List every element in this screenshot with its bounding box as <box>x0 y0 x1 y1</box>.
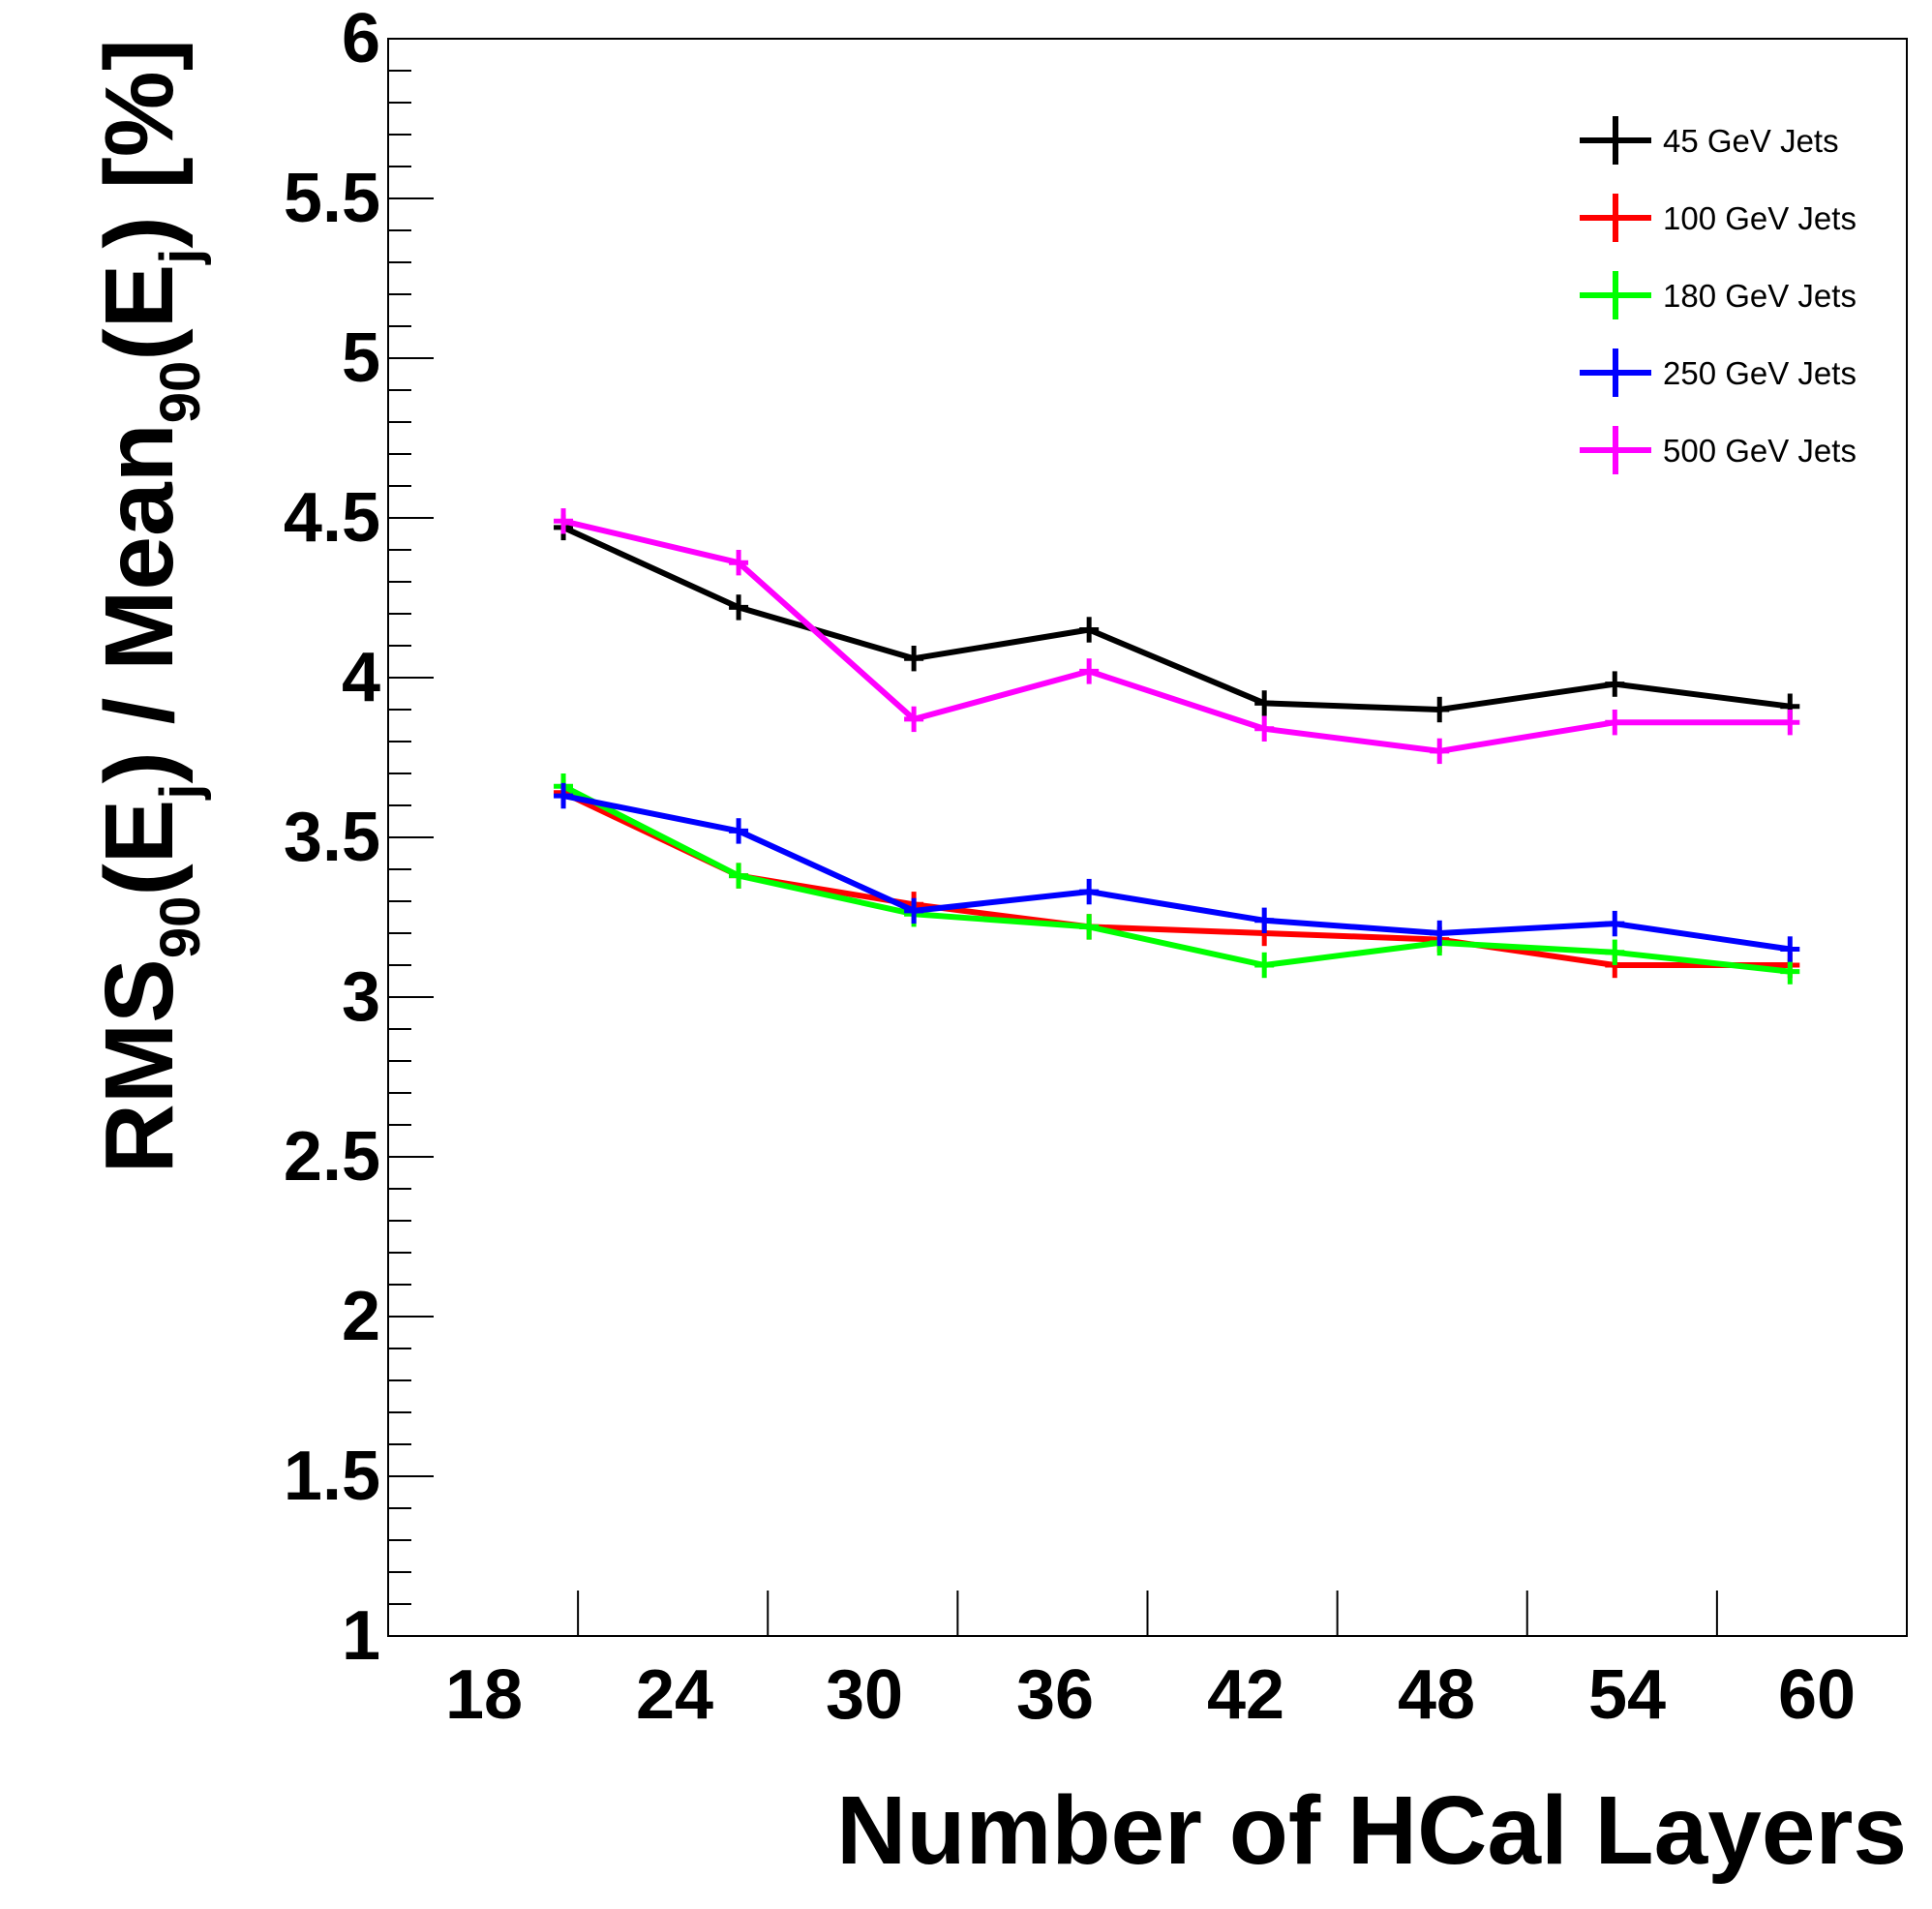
y-title-subscript: 90 <box>149 361 212 424</box>
y-tick-label: 5 <box>342 319 380 397</box>
legend-label: 500 GeV Jets <box>1663 433 1857 469</box>
x-tick-label: 18 <box>445 1656 523 1734</box>
series-4 <box>554 508 1800 765</box>
y-tick-label: 4.5 <box>284 479 380 557</box>
y-title-subscript: j <box>149 784 212 801</box>
legend-item: 45 GeV Jets <box>1580 116 1839 165</box>
series-layer <box>554 508 1800 985</box>
y-tick-label: 1.5 <box>284 1438 380 1515</box>
y-title-part: (E <box>85 264 194 361</box>
x-axis-ticks: 18 24 30 36 42 48 54 60 <box>445 1591 1856 1734</box>
y-title-subscript: j <box>149 249 212 265</box>
legend-label: 45 GeV Jets <box>1663 123 1839 159</box>
legend-item: 500 GeV Jets <box>1580 426 1857 474</box>
y-title-part: (E <box>85 800 194 896</box>
y-tick-label: 1 <box>342 1597 380 1675</box>
series-3 <box>554 782 1800 962</box>
series-line <box>562 793 1791 953</box>
x-tick-label: 60 <box>1778 1656 1856 1734</box>
legend: 45 GeV Jets 100 GeV Jets 180 GeV Jets 250 G… <box>1580 116 1857 474</box>
y-tick-label: 2 <box>342 1278 380 1355</box>
y-title-part: ) [%] <box>85 39 194 249</box>
y-title-part: ) / Mean <box>85 423 194 783</box>
y-title-subscript: 90 <box>149 896 212 959</box>
y-tick-label: 3 <box>342 958 380 1036</box>
x-tick-label: 48 <box>1398 1656 1475 1734</box>
x-tick-label: 24 <box>636 1656 713 1734</box>
y-tick-label: 4 <box>342 639 380 716</box>
x-tick-label: 36 <box>1016 1656 1094 1734</box>
y-tick-label: 6 <box>342 0 380 77</box>
legend-label: 100 GeV Jets <box>1663 200 1857 236</box>
y-tick-label: 5.5 <box>284 160 380 237</box>
y-title-part: RMS <box>85 958 194 1173</box>
x-tick-label: 42 <box>1207 1656 1284 1734</box>
series-2 <box>554 773 1800 985</box>
x-tick-label: 54 <box>1588 1656 1666 1734</box>
x-tick-label: 30 <box>826 1656 903 1734</box>
series-line <box>562 518 1791 754</box>
legend-item: 100 GeV Jets <box>1580 194 1857 242</box>
legend-item: 180 GeV Jets <box>1580 271 1857 319</box>
series-line <box>561 783 1791 975</box>
series-line <box>561 525 1791 712</box>
y-tick-label: 3.5 <box>284 799 380 876</box>
x-axis-title: Number of HCal Layers <box>836 1776 1907 1885</box>
y-axis-ticks: 1 1.5 2 2.5 3 3.5 4 4.5 5 5.5 6 <box>284 0 434 1675</box>
y-tick-label: 2.5 <box>284 1118 380 1196</box>
legend-label: 180 GeV Jets <box>1663 278 1857 314</box>
series-0 <box>554 514 1800 723</box>
legend-label: 250 GeV Jets <box>1663 355 1857 391</box>
y-axis-title: RMS90(Ej) / Mean90(Ej) [%] <box>85 39 212 1173</box>
legend-item: 250 GeV Jets <box>1580 348 1857 397</box>
